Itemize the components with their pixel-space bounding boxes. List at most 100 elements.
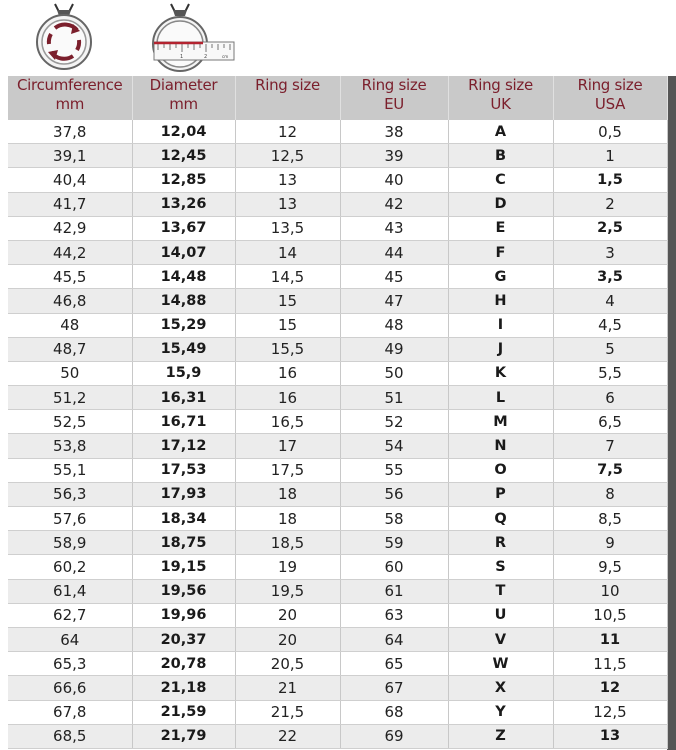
cell-ring-size-usa: 12,5	[553, 700, 668, 725]
header-diameter-line1: Diameter	[149, 76, 218, 94]
cell-circumference: 42,9	[8, 216, 133, 241]
cell-ring-size: 19	[235, 554, 341, 580]
cell-circumference: 44,2	[8, 240, 133, 266]
cell-ring-size: 21	[235, 675, 341, 701]
cell-ring-size-uk: U	[448, 603, 554, 628]
cell-ring-size-eu: 64	[340, 627, 449, 653]
table-row: 66,6 21,18 21 67 X 12	[8, 675, 668, 701]
cell-circumference: 48	[8, 313, 133, 338]
cell-circumference: 66,6	[8, 675, 133, 701]
cell-ring-size-eu: 56	[340, 482, 449, 508]
table-row: 62,7 19,96 20 63 U 10,5	[8, 603, 668, 628]
cell-circumference: 50	[8, 361, 133, 387]
cell-circumference: 41,7	[8, 192, 133, 217]
cell-diameter: 15,49	[132, 337, 236, 362]
cell-ring-size-usa: 8,5	[553, 506, 668, 532]
cell-ring-size-usa: 9	[553, 530, 668, 556]
cell-ring-size-eu: 60	[340, 554, 449, 580]
cell-ring-size-uk: F	[448, 240, 554, 266]
table-row: 42,9 13,67 13,5 43 E 2,5	[8, 216, 668, 241]
cell-ring-size-eu: 68	[340, 700, 449, 725]
cell-diameter: 17,12	[132, 433, 236, 459]
cell-circumference: 48,7	[8, 337, 133, 362]
cell-circumference: 57,6	[8, 506, 133, 532]
cell-ring-size-usa: 9,5	[553, 554, 668, 580]
cell-ring-size-uk: L	[448, 385, 554, 411]
cell-ring-size-uk: G	[448, 264, 554, 290]
cell-diameter: 13,67	[132, 216, 236, 241]
cell-diameter: 18,75	[132, 530, 236, 556]
cell-ring-size-uk: J	[448, 337, 554, 362]
cell-ring-size-usa: 0,5	[553, 120, 668, 145]
cell-ring-size-usa: 2,5	[553, 216, 668, 241]
cell-circumference: 39,1	[8, 143, 133, 169]
cell-ring-size: 13,5	[235, 216, 341, 241]
header-ring-size-uk: Ring size UK	[448, 76, 554, 120]
cell-ring-size: 17,5	[235, 458, 341, 483]
cell-circumference: 40,4	[8, 167, 133, 193]
ring-diameter-ruler-icon: 1 2 cm	[152, 3, 235, 72]
cell-diameter: 16,71	[132, 409, 236, 435]
cell-diameter: 20,37	[132, 627, 236, 653]
cell-ring-size: 19,5	[235, 579, 341, 604]
cell-circumference: 55,1	[8, 458, 133, 483]
cell-ring-size: 13	[235, 192, 341, 217]
cell-circumference: 62,7	[8, 603, 133, 628]
cell-ring-size-uk: N	[448, 433, 554, 459]
table-row: 65,3 20,78 20,5 65 W 11,5	[8, 651, 668, 677]
header-ring-size-eu: Ring size EU	[340, 76, 449, 120]
cell-ring-size-eu: 38	[340, 120, 449, 145]
cell-ring-size-eu: 42	[340, 192, 449, 217]
cell-circumference: 60,2	[8, 554, 133, 580]
cell-diameter: 16,31	[132, 385, 236, 411]
cell-ring-size-usa: 5,5	[553, 361, 668, 387]
table-row: 60,2 19,15 19 60 S 9,5	[8, 554, 668, 580]
table-row: 45,5 14,48 14,5 45 G 3,5	[8, 264, 668, 290]
cell-ring-size: 13	[235, 167, 341, 193]
cell-ring-size-uk: W	[448, 651, 554, 677]
ring-circumference-icon	[36, 3, 92, 70]
cell-ring-size-uk: T	[448, 579, 554, 604]
ruler-label-cm: cm	[222, 54, 228, 59]
cell-circumference: 52,5	[8, 409, 133, 435]
cell-diameter: 14,88	[132, 288, 236, 314]
cell-diameter: 19,96	[132, 603, 236, 628]
cell-ring-size: 20	[235, 603, 341, 628]
cell-ring-size: 12	[235, 120, 341, 145]
cell-ring-size-uk: Y	[448, 700, 554, 725]
cell-ring-size-eu: 63	[340, 603, 449, 628]
cell-ring-size-eu: 39	[340, 143, 449, 169]
ring-size-table: Circumference mm Diameter mm Ring size Ring s…	[8, 76, 668, 749]
table-row: 37,8 12,04 12 38 A 0,5	[8, 120, 668, 145]
cell-ring-size-usa: 12	[553, 675, 668, 701]
cell-diameter: 19,15	[132, 554, 236, 580]
cell-ring-size: 18	[235, 506, 341, 532]
cell-diameter: 21,79	[132, 724, 236, 749]
cell-ring-size-eu: 48	[340, 313, 449, 338]
cell-diameter: 13,26	[132, 192, 236, 217]
cell-ring-size: 18	[235, 482, 341, 508]
header-circumference: Circumference mm	[8, 76, 133, 120]
cell-diameter: 14,07	[132, 240, 236, 266]
header-circumference-line1: Circumference	[16, 76, 123, 94]
cell-ring-size-usa: 11,5	[553, 651, 668, 677]
table-row: 48 15,29 15 48 I 4,5	[8, 313, 668, 338]
cell-circumference: 68,5	[8, 724, 133, 749]
cell-ring-size-eu: 61	[340, 579, 449, 604]
cell-ring-size-usa: 7,5	[553, 458, 668, 483]
cell-ring-size: 16	[235, 385, 341, 411]
cell-ring-size-eu: 55	[340, 458, 449, 483]
cell-circumference: 64	[8, 627, 133, 653]
table-row: 44,2 14,07 14 44 F 3	[8, 240, 668, 266]
table-row: 51,2 16,31 16 51 L 6	[8, 385, 668, 411]
cell-circumference: 58,9	[8, 530, 133, 556]
table-row: 67,8 21,59 21,5 68 Y 12,5	[8, 700, 668, 725]
table-row: 55,1 17,53 17,5 55 O 7,5	[8, 458, 668, 483]
cell-ring-size: 22	[235, 724, 341, 749]
header-ring-size-uk-line1: Ring size	[468, 76, 533, 94]
cell-ring-size: 16,5	[235, 409, 341, 435]
cell-ring-size-usa: 2	[553, 192, 668, 217]
cell-ring-size-usa: 3,5	[553, 264, 668, 290]
cell-circumference: 61,4	[8, 579, 133, 604]
table-row: 53,8 17,12 17 54 N 7	[8, 433, 668, 459]
